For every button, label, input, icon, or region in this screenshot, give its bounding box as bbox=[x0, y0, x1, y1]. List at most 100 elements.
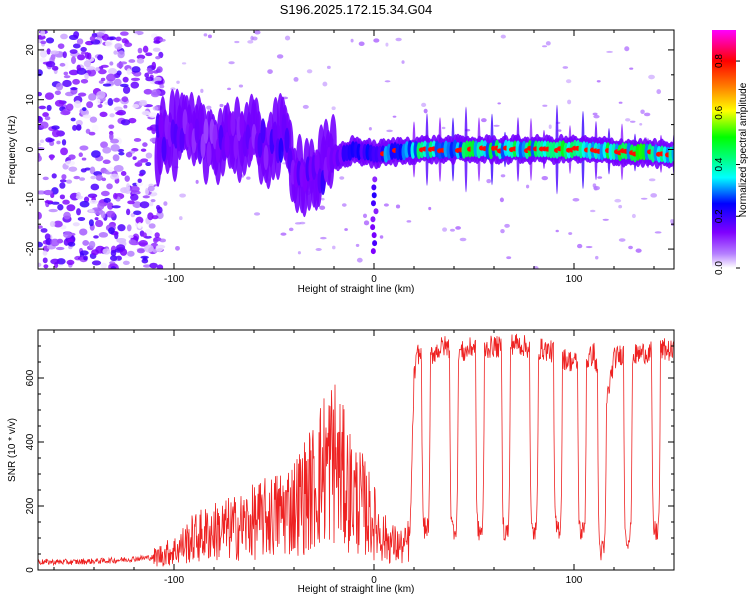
spectrogram-speck-mark bbox=[628, 245, 633, 250]
spectrogram-noise-mark bbox=[86, 68, 97, 77]
spectrogram-speck-mark bbox=[206, 105, 212, 110]
spectrogram-noise-mark bbox=[137, 178, 142, 183]
spectrogram-noise-mark bbox=[142, 232, 147, 238]
spectrogram-speck-mark bbox=[341, 203, 347, 207]
spectrogram-noise-mark bbox=[59, 179, 67, 183]
y-tick-label: 0 bbox=[25, 146, 36, 152]
spectrogram-noise-mark bbox=[113, 97, 121, 103]
spectrogram-noise-mark bbox=[75, 124, 82, 131]
spectrogram-noise-mark bbox=[80, 168, 87, 173]
spectrogram-noise-mark bbox=[65, 160, 76, 166]
spectrogram-speck-mark bbox=[306, 69, 313, 74]
spectrogram-speck-mark bbox=[339, 176, 345, 180]
spectrogram-noise-mark bbox=[117, 50, 125, 59]
spectrogram-noise-mark bbox=[110, 266, 117, 269]
spectrogram-noise-mark bbox=[59, 182, 66, 189]
spectrogram-noise-mark bbox=[130, 193, 139, 201]
spectrogram-noise-mark bbox=[73, 175, 81, 180]
spectrogram-noise-mark bbox=[82, 107, 87, 112]
spectrogram-speck-mark bbox=[228, 61, 235, 65]
spectrogram-noise-mark bbox=[102, 83, 112, 87]
spectrogram-speck-mark bbox=[406, 220, 412, 223]
spectrogram-noise-mark bbox=[79, 250, 89, 256]
spectrogram-noise-mark bbox=[88, 131, 96, 136]
spectrogram-noise-mark bbox=[113, 50, 118, 55]
spectrogram-speck-mark bbox=[592, 112, 598, 116]
spectrogram-speck-mark bbox=[593, 186, 600, 191]
spectrogram-noise-mark bbox=[138, 239, 149, 247]
spectrogram-noise-mark bbox=[39, 139, 45, 143]
spectrogram-speck-mark bbox=[395, 37, 402, 42]
spectrogram-speck-mark bbox=[493, 124, 500, 127]
y-tick-label: 200 bbox=[25, 497, 36, 514]
spectrogram-speck-mark bbox=[568, 232, 573, 235]
spectrogram-noise-mark bbox=[60, 33, 68, 40]
spectrogram-noise-mark bbox=[64, 61, 69, 70]
spectrogram-speck-mark bbox=[297, 251, 301, 255]
spectrogram-noise-mark bbox=[99, 111, 108, 118]
spectrogram-noise-mark bbox=[44, 116, 51, 121]
spectrogram-speck-mark bbox=[545, 41, 551, 46]
spectrogram-noise-mark bbox=[112, 154, 120, 162]
spectrogram-noise-mark bbox=[141, 110, 151, 116]
spectrogram-noise-mark bbox=[98, 80, 104, 84]
spectrogram-noise-mark bbox=[93, 235, 99, 239]
spectrogram-speck-mark bbox=[486, 179, 492, 184]
spectrogram-noise-mark bbox=[39, 57, 47, 63]
spectrogram-speck-mark bbox=[497, 102, 501, 105]
spectrogram-speck-mark bbox=[200, 88, 204, 93]
spectrogram-noise-mark bbox=[119, 83, 129, 88]
spectrogram-ridge-mark bbox=[284, 127, 290, 153]
spectrogram-speck-mark bbox=[319, 205, 326, 210]
spectrogram-noise-mark bbox=[72, 43, 81, 49]
spectrogram-noise-mark bbox=[76, 64, 81, 71]
spectrogram-speck-mark bbox=[525, 184, 530, 189]
spectrogram-noise-mark bbox=[78, 152, 83, 158]
spectrogram-noise-mark bbox=[153, 185, 159, 192]
x-tick-label: 0 bbox=[371, 575, 377, 586]
spectrogram-noise-mark bbox=[44, 92, 55, 100]
spectrogram-noise-mark bbox=[105, 210, 116, 218]
spectrogram-noise-mark bbox=[124, 175, 130, 182]
spectrogram-noise-mark bbox=[114, 43, 123, 50]
spectrogram-noise-mark bbox=[144, 72, 150, 78]
spectrogram-ridge-mark bbox=[314, 149, 320, 175]
spectrogram-noise-mark bbox=[152, 47, 161, 52]
spectrogram-speck-mark bbox=[356, 257, 363, 263]
spectrogram-speck-mark bbox=[629, 67, 634, 70]
spectrogram-noise-mark bbox=[95, 219, 104, 228]
spectrogram-noise-mark bbox=[77, 54, 86, 61]
colorbar-tick-label: 0.2 bbox=[714, 209, 725, 223]
spectrogram-noise-mark bbox=[40, 30, 46, 37]
spectrogram-noise-mark bbox=[63, 231, 73, 239]
spectrogram-noise-mark bbox=[42, 250, 48, 256]
spectrogram-noise-mark bbox=[38, 116, 43, 124]
spectrogram-noise-mark bbox=[144, 244, 154, 253]
spectrogram-noise-mark bbox=[38, 154, 42, 162]
spectrogram-speck-mark bbox=[506, 256, 512, 260]
spectrogram-noise-mark bbox=[126, 208, 131, 216]
spectrogram-noise-mark bbox=[72, 222, 80, 227]
spectrogram-noise-mark bbox=[153, 76, 162, 82]
spectrogram-noise-mark bbox=[128, 239, 137, 245]
spectrogram-noise-mark bbox=[39, 121, 49, 129]
spectrogram-noise-mark bbox=[48, 208, 58, 213]
spectrogram-speck-mark bbox=[481, 118, 487, 123]
spectrogram-noise-mark bbox=[102, 159, 111, 164]
spectrogram-speck-mark bbox=[639, 122, 643, 126]
chart-title: S196.2025.172.15.34.G04 bbox=[280, 2, 433, 17]
snr-background bbox=[38, 330, 674, 570]
colorbar-tick-label: 0.6 bbox=[714, 105, 725, 119]
spectrogram-noise-mark bbox=[120, 31, 129, 36]
spectrogram-speck-mark bbox=[178, 216, 183, 221]
spectrogram-noise-mark bbox=[72, 78, 80, 85]
spectrogram-speck-mark bbox=[640, 109, 645, 115]
spectrogram-noise-mark bbox=[39, 50, 48, 58]
spectrogram-noise-mark bbox=[61, 139, 67, 146]
spectrogram-noise-mark bbox=[42, 112, 49, 118]
spectrogram-speck-mark bbox=[320, 197, 325, 201]
spectrogram-noise-mark bbox=[47, 138, 55, 142]
spectrogram-noise-mark bbox=[51, 201, 60, 205]
spectrogram-speck-mark bbox=[625, 118, 631, 122]
